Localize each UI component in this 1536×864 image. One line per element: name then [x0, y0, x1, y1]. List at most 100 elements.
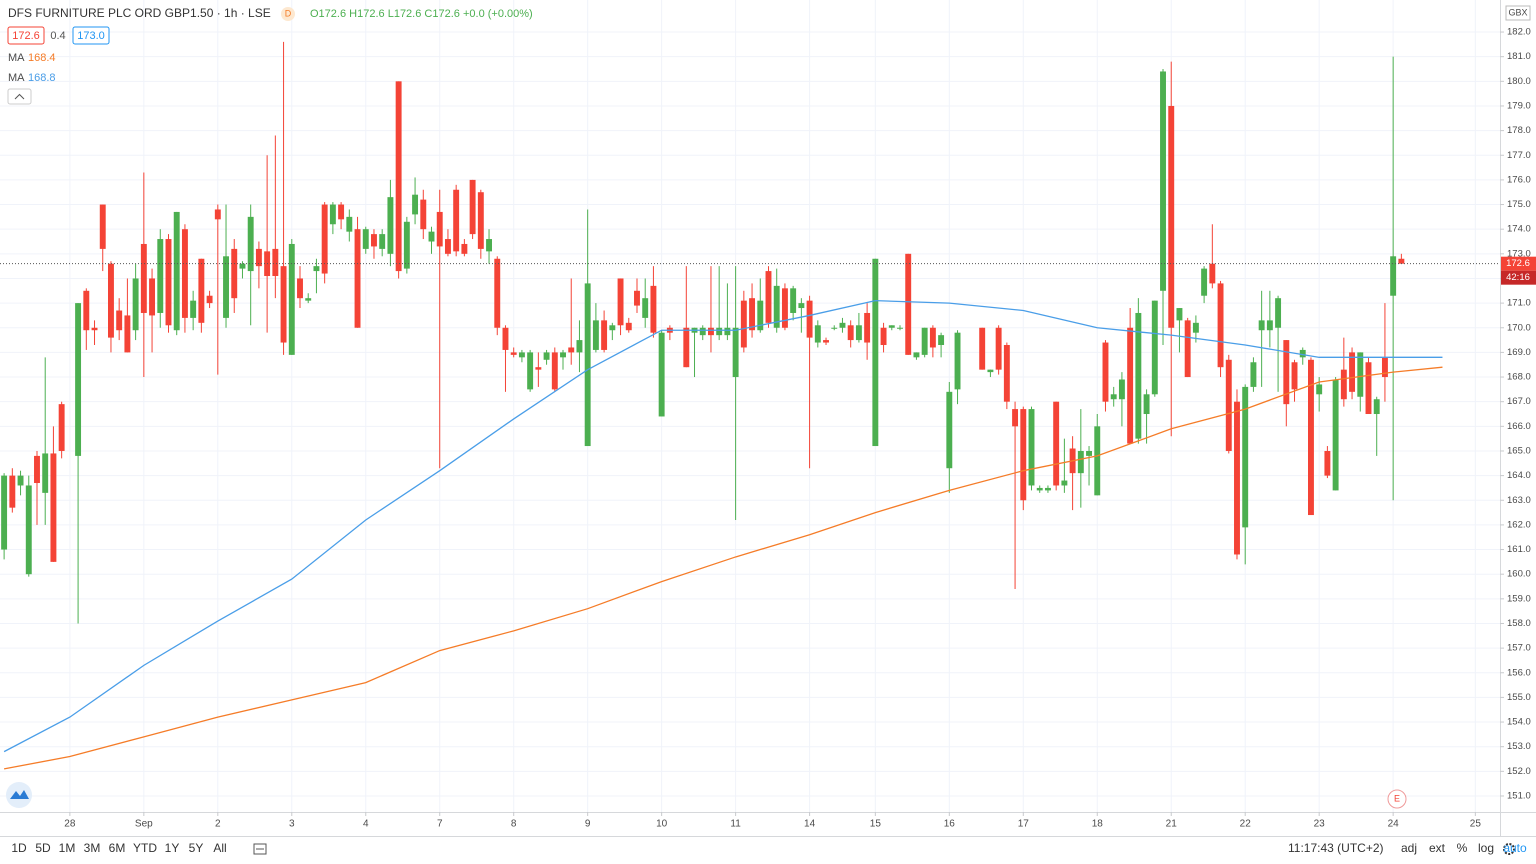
x-tick-label: 3	[289, 819, 295, 830]
plot	[0, 41, 1500, 770]
candle-body	[1003, 345, 1010, 402]
option-button[interactable]: auto	[1503, 841, 1527, 855]
currency: GBX	[1508, 7, 1527, 17]
candle-body	[510, 352, 517, 355]
option-button[interactable]: adj	[1401, 841, 1417, 855]
last-price-tag	[1501, 256, 1536, 271]
range-button[interactable]: 1M	[59, 841, 76, 855]
option-button[interactable]: log	[1478, 841, 1494, 855]
candle-body	[329, 204, 336, 225]
candle-body	[1365, 362, 1372, 415]
x-tick-label: 15	[870, 819, 882, 830]
range-button[interactable]: 5D	[35, 841, 51, 855]
candle-body	[494, 258, 501, 328]
candle-body	[1291, 362, 1298, 390]
ohlc-low: L172.6	[388, 8, 422, 20]
ohlc-close: C172.6	[424, 8, 459, 20]
candle-body	[979, 327, 986, 370]
x-tick-label: 14	[804, 819, 816, 830]
candle-body	[609, 325, 616, 331]
candle-body	[280, 266, 287, 343]
candle-body	[436, 211, 443, 247]
range-button[interactable]: 5Y	[189, 841, 204, 855]
y-tick-label: 153.0	[1507, 741, 1531, 752]
candle-body	[1209, 263, 1216, 284]
candle-body	[116, 310, 123, 331]
date-range-icon[interactable]	[253, 843, 267, 855]
candle-body	[724, 327, 731, 336]
event-marker-label: E	[1394, 793, 1400, 803]
candle-body	[17, 475, 24, 486]
x-tick-label: 9	[585, 819, 591, 830]
candle-body	[1168, 105, 1175, 328]
range-button[interactable]: 1D	[11, 841, 27, 855]
countdown-tag	[1501, 270, 1536, 285]
range-button[interactable]: 3M	[84, 841, 101, 855]
candle-body	[444, 239, 451, 254]
candle-body	[757, 300, 764, 331]
candle-body	[938, 335, 945, 346]
y-tick-label: 156.0	[1507, 667, 1531, 678]
settings-icon[interactable]	[1503, 843, 1516, 855]
candle-body	[683, 327, 690, 368]
y-tick-label: 177.0	[1507, 150, 1531, 161]
x-tick-label: 21	[1166, 819, 1178, 830]
range-button[interactable]: 1Y	[165, 841, 180, 855]
candle-body	[732, 327, 739, 378]
candle-body	[387, 197, 394, 254]
candle-body	[1192, 322, 1199, 333]
candle-body	[765, 271, 772, 323]
y-tick-label: 181.0	[1507, 51, 1531, 62]
candle-body	[872, 258, 879, 447]
y-tick-label: 169.0	[1507, 347, 1531, 358]
y-tick-label: 170.0	[1507, 322, 1531, 333]
candle-body	[173, 211, 180, 331]
x-tick-label: 23	[1314, 819, 1326, 830]
candle-body	[1275, 298, 1282, 328]
candle-body	[1201, 268, 1208, 296]
ohlc-open: O172.6	[310, 8, 346, 20]
candle-body	[1308, 359, 1314, 516]
range-button[interactable]: YTD	[133, 841, 157, 855]
candle-body	[921, 327, 928, 355]
candle-body	[379, 234, 386, 249]
candle-body	[888, 325, 895, 328]
candle-body	[58, 404, 65, 451]
candle-body	[773, 285, 780, 328]
candle-body	[338, 204, 345, 220]
candle-body	[346, 216, 353, 232]
candle-body	[642, 298, 649, 318]
ohlc-change: +0.0 (+0.00%)	[463, 8, 533, 20]
candle-body	[560, 352, 566, 358]
range-button[interactable]: 6M	[109, 841, 126, 855]
candle-body	[362, 229, 369, 249]
candle-body	[461, 243, 468, 254]
candle-body	[1127, 327, 1134, 444]
option-button[interactable]: ext	[1429, 841, 1446, 855]
y-tick-label: 163.0	[1507, 495, 1531, 506]
candle-body	[806, 300, 813, 338]
candle-body	[1299, 349, 1306, 358]
candle-body	[1012, 409, 1019, 427]
candle-body	[1135, 312, 1142, 439]
candle-body	[1086, 450, 1092, 456]
event-marker[interactable]	[1387, 789, 1407, 809]
collapse-button[interactable]	[7, 88, 32, 105]
candle-body	[9, 475, 16, 508]
y-tick-label: 157.0	[1507, 643, 1531, 654]
candle-body	[305, 298, 312, 301]
ma-legend-name: MA	[8, 52, 25, 64]
candle-body	[247, 216, 254, 272]
candle-body	[518, 352, 525, 358]
option-button[interactable]: %	[1457, 841, 1468, 855]
y-tick-label: 155.0	[1507, 692, 1531, 703]
candle-body	[1225, 359, 1232, 451]
candle-body	[1110, 394, 1117, 400]
candle-body	[91, 327, 98, 331]
y-tick-label: 174.0	[1507, 224, 1531, 235]
x-tick-label: 25	[1470, 819, 1482, 830]
candle-body	[198, 258, 205, 323]
range-button[interactable]: All	[213, 841, 226, 855]
